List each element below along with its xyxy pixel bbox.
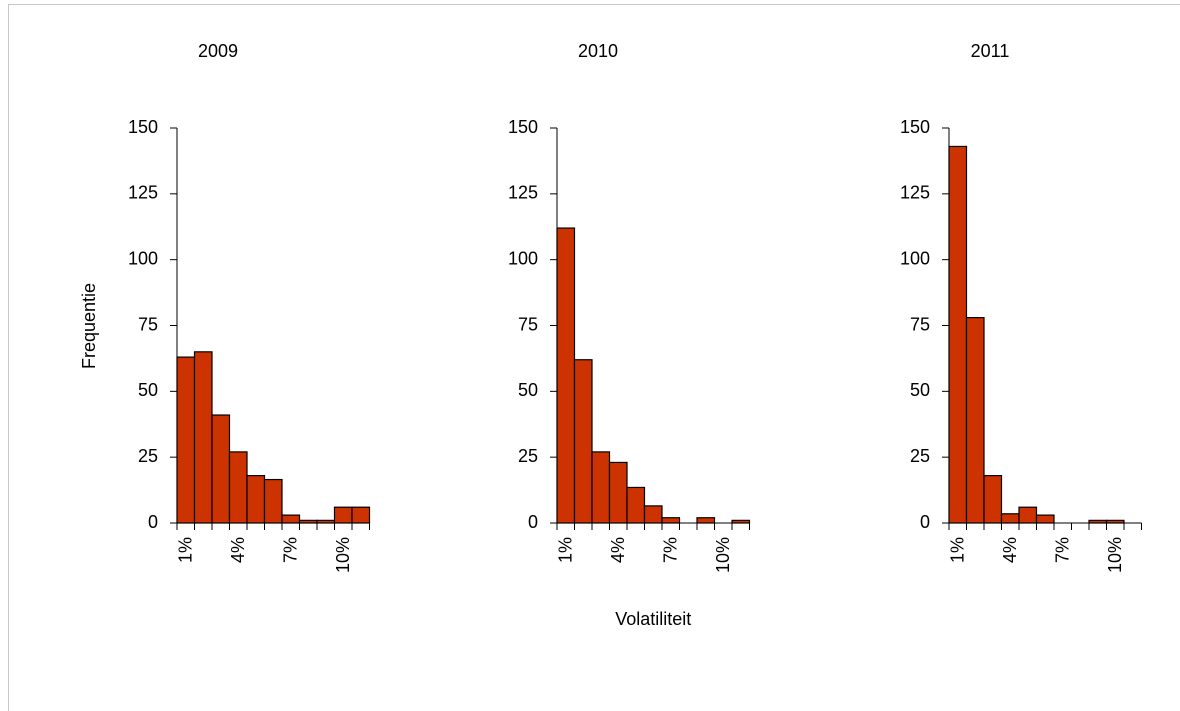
y-tick-label: 50 xyxy=(518,380,538,400)
bar xyxy=(983,475,1003,524)
bar xyxy=(626,486,646,524)
bar xyxy=(1088,519,1108,524)
y-tick-label: 150 xyxy=(128,117,158,137)
bar xyxy=(193,351,213,524)
bar xyxy=(948,145,968,524)
y-tick-label: 150 xyxy=(900,117,930,137)
bar xyxy=(316,519,336,524)
bar xyxy=(1035,514,1055,524)
x-tick-label: 4% xyxy=(228,537,248,563)
bar xyxy=(573,359,593,524)
bar xyxy=(731,519,751,524)
bar xyxy=(608,461,628,524)
y-tick-label: 100 xyxy=(128,248,158,268)
bar xyxy=(591,451,611,524)
y-tick-label: 25 xyxy=(518,446,538,466)
y-tick-label: 75 xyxy=(138,314,158,334)
bar xyxy=(1000,513,1020,524)
y-tick-label: 25 xyxy=(910,446,930,466)
panel-title: 2009 xyxy=(198,41,238,61)
panel-title: 2011 xyxy=(971,41,1010,61)
y-tick-label: 125 xyxy=(128,183,158,203)
y-tick-label: 0 xyxy=(920,512,930,532)
bar xyxy=(263,478,283,524)
x-tick-label: 7% xyxy=(661,537,681,563)
y-tick-label: 75 xyxy=(910,314,930,334)
y-tick-label: 0 xyxy=(528,512,538,532)
bar xyxy=(1105,519,1125,524)
x-tick-label: 7% xyxy=(281,537,301,563)
frame xyxy=(8,4,1180,711)
x-tick-label: 4% xyxy=(608,537,628,563)
bar xyxy=(228,451,248,524)
panel-title: 2010 xyxy=(578,41,618,61)
x-tick-label: 4% xyxy=(1000,537,1020,563)
bar xyxy=(965,317,985,524)
x-tick-label: 10% xyxy=(333,537,353,573)
x-tick-label: 1% xyxy=(948,537,968,563)
y-tick-label: 125 xyxy=(900,183,930,203)
y-tick-label: 100 xyxy=(900,248,930,268)
x-tick-label: 10% xyxy=(1105,537,1125,573)
bar xyxy=(298,519,318,524)
y-tick-label: 100 xyxy=(508,248,538,268)
y-tick-label: 150 xyxy=(508,117,538,137)
y-tick-label: 25 xyxy=(138,446,158,466)
x-tick-label: 10% xyxy=(713,537,733,573)
bar xyxy=(696,517,716,524)
x-tick-label: 1% xyxy=(176,537,196,563)
bar xyxy=(176,356,196,524)
y-tick-label: 50 xyxy=(910,380,930,400)
y-tick-label: 75 xyxy=(518,314,538,334)
bar xyxy=(661,517,681,524)
bar xyxy=(1018,506,1038,524)
bar xyxy=(351,506,371,524)
y-axis-label: Frequentie xyxy=(79,283,99,369)
bar xyxy=(281,514,301,524)
bar xyxy=(246,475,266,524)
y-tick-label: 125 xyxy=(508,183,538,203)
x-axis-label: Volatiliteit xyxy=(615,609,691,629)
bar xyxy=(211,414,231,524)
bar xyxy=(333,506,353,524)
bar xyxy=(556,227,576,524)
y-tick-label: 50 xyxy=(138,380,158,400)
x-tick-label: 1% xyxy=(556,537,576,563)
x-tick-label: 7% xyxy=(1053,537,1073,563)
bar xyxy=(643,505,663,524)
y-tick-label: 0 xyxy=(148,512,158,532)
